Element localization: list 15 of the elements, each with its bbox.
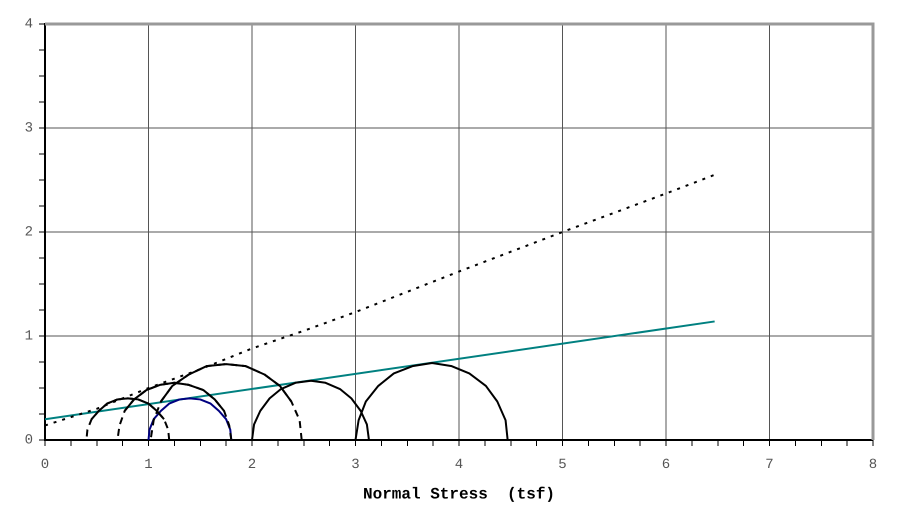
x-tick-label: 6 xyxy=(662,457,670,474)
y-tick-label: 3 xyxy=(24,120,33,137)
x-tick-label: 2 xyxy=(248,457,256,474)
x-tick-label: 5 xyxy=(558,457,567,474)
y-tick-label: 0 xyxy=(24,432,33,449)
x-tick-label: 1 xyxy=(144,457,153,474)
x-tick-label: 4 xyxy=(454,457,464,474)
x-tick-label: 7 xyxy=(765,457,774,474)
x-axis-title: Normal Stress (tsf) xyxy=(362,485,556,504)
y-tick-label: 2 xyxy=(24,224,33,241)
x-tick-label: 3 xyxy=(351,457,360,474)
y-tick-label: 4 xyxy=(24,16,33,33)
y-tick-label: 1 xyxy=(24,328,33,345)
x-tick-label: 8 xyxy=(868,457,878,474)
x-tick-label: 0 xyxy=(40,457,50,474)
